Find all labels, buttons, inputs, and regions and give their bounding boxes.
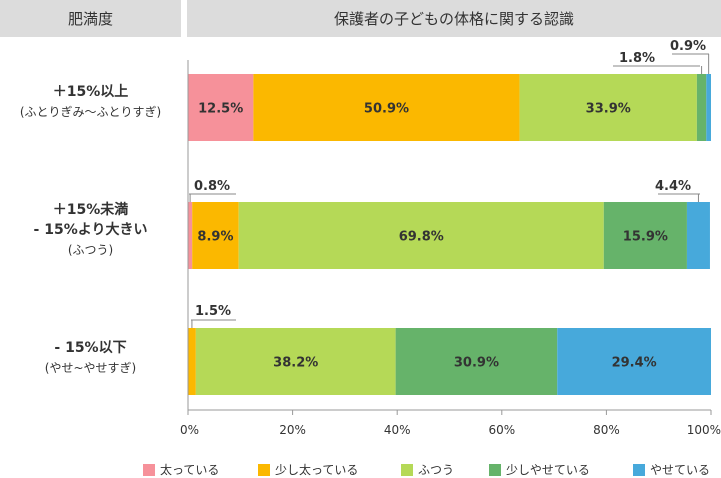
legend-swatch-2 <box>258 463 270 476</box>
bar-segment-r2-s3 <box>238 202 604 269</box>
bar-label-r2-s3: 69.8% <box>399 230 444 245</box>
bar-segment-r3-s3 <box>195 328 396 395</box>
legend-swatch-3 <box>401 463 413 476</box>
row-label-2-sub: (ふつう) <box>67 243 114 257</box>
bar-segment-r3-s2 <box>188 328 196 395</box>
x-tick-label-4: 80% <box>593 423 620 437</box>
bar-label-r3-s5: 29.4% <box>612 356 657 371</box>
legend-label-3: ふつう <box>418 463 455 477</box>
row-label-2: ＋15%未満 - 15%より大きい (ふつう) <box>0 200 181 260</box>
legend-item-3: ふつう <box>401 461 454 478</box>
bar-label-r2-s5: 4.4% <box>655 179 691 194</box>
row-label-2-main: ＋15%未満 <box>52 202 129 218</box>
legend-swatch-1 <box>143 463 155 476</box>
bar-label-r2-s2: 8.9% <box>197 230 233 245</box>
bar-label-r3-s3: 38.2% <box>273 356 318 371</box>
row-label-1-main: ＋15%以上 <box>52 84 129 100</box>
x-tick-label-1: 20% <box>279 423 306 437</box>
bar-label-r1-s1: 12.5% <box>198 102 243 117</box>
bar-segment-r1-s2 <box>253 74 520 141</box>
bar-label-r1-s3: 33.9% <box>586 102 631 117</box>
legend-swatch-5 <box>633 463 645 476</box>
bar-label-r1-s5: 0.9% <box>670 39 706 54</box>
legend-item-1: 太っている <box>143 461 219 478</box>
x-tick-label-0: 0% <box>180 423 199 437</box>
x-tick-label-2: 40% <box>384 423 411 437</box>
bar-label-r1-s4: 1.8% <box>619 51 655 66</box>
bar-label-r2-s4: 15.9% <box>623 230 668 245</box>
legend-item-4: 少しやせている <box>489 461 590 478</box>
bar-segment-r1-s5 <box>706 74 711 141</box>
legend-swatch-4 <box>489 463 501 476</box>
legend-item-2: 少し太っている <box>258 461 358 478</box>
row-label-1-sub: (ふとりぎみ〜ふとりすぎ) <box>19 105 162 119</box>
row-label-1: ＋15%以上 (ふとりぎみ〜ふとりすぎ) <box>0 82 181 122</box>
stacked-bar-chart: 0% 20% 40% 60% 80% 100% 12.5% 50.9% 33.9% 8.9% 69.… <box>180 39 721 437</box>
row-label-3-sub: (やせ~やせすぎ) <box>44 361 137 375</box>
header-fatness: 肥満度 <box>0 0 181 37</box>
bar-segment-r1-s1 <box>188 74 254 141</box>
header-perception: 保護者の子どもの体格に関する認識 <box>187 0 721 37</box>
bar-segment-r2-s1 <box>188 202 193 269</box>
bar-label-r3-s4: 30.9% <box>454 356 499 371</box>
legend-item-5: やせている <box>633 461 710 478</box>
bar-segment-r1-s4 <box>696 74 707 141</box>
x-tick-label-3: 60% <box>488 423 515 437</box>
row-label-3: - 15%以下 (やせ~やせすぎ) <box>0 338 181 378</box>
row-label-2-main2: - 15%より大きい <box>33 222 148 238</box>
x-tick-label-5: 100% <box>687 423 721 437</box>
bar-segment-r2-s5 <box>686 202 710 269</box>
legend-label-4: 少しやせている <box>506 463 590 477</box>
legend-label-2: 少し太っている <box>275 463 359 477</box>
legend-label-5: やせている <box>650 463 711 477</box>
bar-label-r1-s2: 50.9% <box>364 102 409 117</box>
row-label-3-main: - 15%以下 <box>54 340 127 356</box>
bar-segment-r3-s4 <box>395 328 558 395</box>
bar-segment-r2-s4 <box>603 202 687 269</box>
bar-segment-r1-s3 <box>519 74 697 141</box>
legend-label-1: 太っている <box>160 463 220 477</box>
bar-segment-r3-s5 <box>557 328 711 395</box>
bar-segment-r2-s2 <box>192 202 239 269</box>
bar-label-r2-s1: 0.8% <box>194 179 230 194</box>
bar-label-r3-s2: 1.5% <box>195 304 231 319</box>
